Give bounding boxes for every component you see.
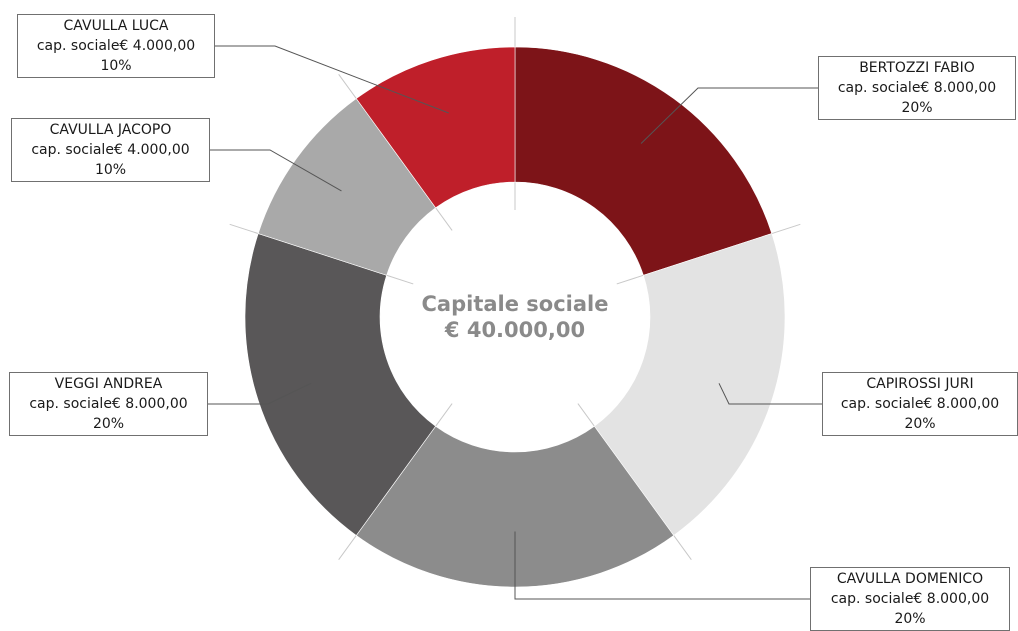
leader-line-cavulla-luca bbox=[215, 45, 449, 114]
slice-label-name: VEGGI ANDREA bbox=[54, 376, 163, 392]
slice-label-name: CAVULLA LUCA bbox=[63, 18, 169, 34]
slice-label-value: cap. sociale€ 4.000,00 bbox=[31, 142, 190, 158]
slice-label-percent: 20% bbox=[904, 416, 936, 432]
leader-line-veggi-andrea bbox=[208, 382, 312, 405]
label-leader-lines bbox=[208, 45, 822, 600]
slice-label-bertozzi-fabio: BERTOZZI FABIO cap. sociale€ 8.000,00 20% bbox=[818, 56, 1016, 120]
slice-label-percent: 20% bbox=[92, 416, 125, 432]
slice-label-percent: 20% bbox=[901, 100, 933, 116]
slice-label-name: CAVULLA DOMENICO bbox=[836, 571, 984, 587]
slice-label-cavulla-jacopo: CAVULLA JACOPO cap. sociale€ 4.000,00 10% bbox=[11, 118, 210, 182]
slice-label-name: CAPIROSSI JURI bbox=[866, 376, 974, 392]
slice-label-percent: 10% bbox=[100, 58, 132, 74]
slice-label-capirossi-juri: CAPIROSSI JURI cap. sociale€ 8.000,00 20% bbox=[822, 372, 1018, 436]
slice-veggi-andrea bbox=[244, 233, 437, 536]
leader-line-bertozzi-fabio bbox=[640, 87, 818, 144]
slice-label-percent: 20% bbox=[894, 611, 926, 627]
center-title: Capitale sociale bbox=[422, 292, 609, 316]
slice-bertozzi-fabio bbox=[514, 46, 773, 276]
slice-label-value: cap. sociale€ 8.000,00 bbox=[837, 80, 997, 96]
slice-cavulla-luca bbox=[355, 46, 516, 209]
slice-label-name: CAVULLA JACOPO bbox=[49, 122, 172, 138]
slice-label-veggi-andrea: VEGGI ANDREA cap. sociale€ 8.000,00 20% bbox=[9, 372, 208, 436]
slice-label-name: BERTOZZI FABIO bbox=[859, 60, 975, 76]
slice-cavulla-domenico bbox=[355, 425, 675, 588]
leader-line-capirossi-juri bbox=[718, 383, 822, 405]
leader-line-cavulla-domenico bbox=[514, 531, 810, 600]
slice-label-value: cap. sociale€ 8.000,00 bbox=[840, 396, 1000, 412]
leader-line-cavulla-jacopo bbox=[210, 149, 342, 192]
slice-label-cavulla-domenico: CAVULLA DOMENICO cap. sociale€ 8.000,00 20… bbox=[810, 567, 1010, 631]
donut-slices bbox=[244, 46, 786, 588]
slice-label-cavulla-luca: CAVULLA LUCA cap. sociale€ 4.000,00 10% bbox=[17, 14, 215, 78]
slice-label-percent: 10% bbox=[94, 162, 127, 178]
slice-capirossi-juri bbox=[593, 233, 786, 536]
slice-label-value: cap. sociale€ 4.000,00 bbox=[36, 38, 196, 54]
center-value: € 40.000,00 bbox=[444, 318, 585, 342]
slice-label-value: cap. sociale€ 8.000,00 bbox=[29, 396, 188, 412]
slice-label-value: cap. sociale€ 8.000,00 bbox=[830, 591, 990, 607]
